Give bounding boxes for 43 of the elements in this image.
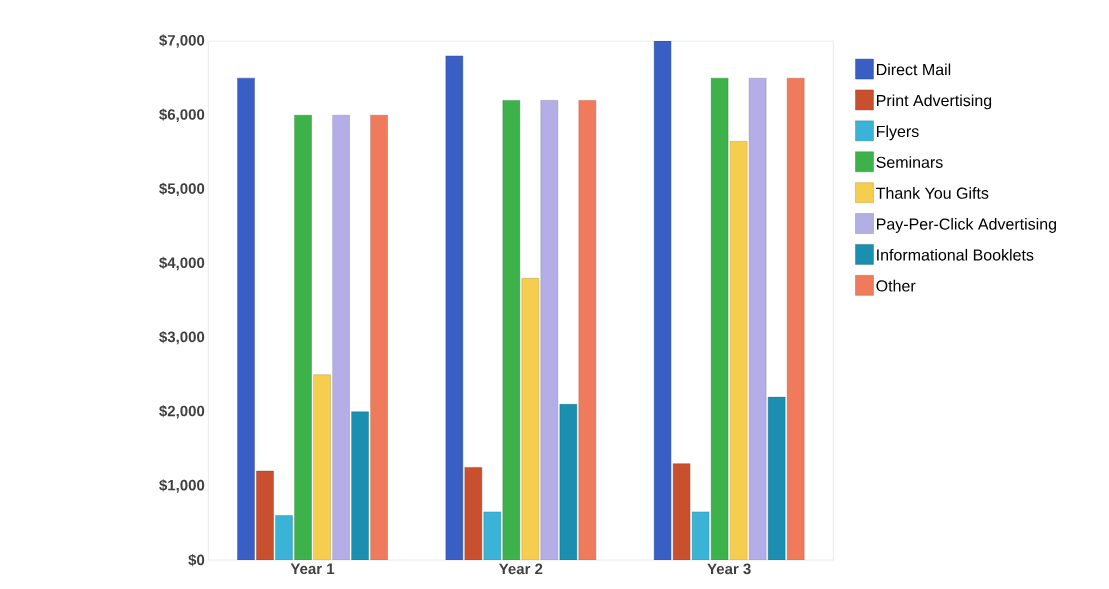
y-tick-label: $2,000 (159, 405, 205, 419)
legend-label: Thank You Gifts (876, 187, 989, 199)
y-tick-label: $1,000 (159, 479, 205, 493)
legend-label: Pay-Per-Click Advertising (877, 218, 1056, 233)
bar (294, 115, 312, 561)
legend-label: Seminars (876, 156, 943, 168)
x-tick-label: Year 2 (498, 563, 543, 575)
bar (691, 511, 710, 561)
legend-label: Flyers (877, 125, 919, 141)
bar (748, 77, 767, 561)
bar (370, 115, 388, 561)
bar (237, 77, 255, 561)
bar (521, 278, 540, 561)
legend-label: Other (876, 279, 916, 292)
y-tick-label: $4,000 (159, 256, 205, 271)
bar (313, 374, 331, 561)
bar (502, 100, 521, 561)
bar (786, 77, 805, 561)
bar (275, 515, 293, 561)
legend-label: Print Advertising (877, 94, 992, 110)
bar (483, 511, 502, 561)
bar (445, 55, 464, 561)
bar (653, 41, 672, 561)
bar (578, 100, 597, 561)
bar (464, 467, 483, 561)
bar (672, 463, 691, 561)
y-tick-label: $0 (188, 553, 205, 567)
bar (332, 115, 350, 561)
bar (559, 404, 578, 561)
bar (767, 396, 786, 561)
legend-label: Informational Booklets (877, 248, 1034, 261)
x-tick-label: Year 1 (290, 563, 335, 575)
y-tick-label: $7,000 (159, 34, 205, 48)
bar (729, 140, 748, 561)
y-tick-label: $6,000 (159, 108, 205, 122)
legend-label: Direct Mail (877, 63, 951, 76)
y-tick-label: $5,000 (159, 182, 205, 197)
bar (351, 411, 369, 561)
y-tick-label: $3,000 (159, 330, 205, 345)
x-tick-label: Year 3 (707, 563, 751, 575)
bar (540, 100, 559, 561)
bar (256, 470, 274, 561)
bar (710, 77, 729, 561)
